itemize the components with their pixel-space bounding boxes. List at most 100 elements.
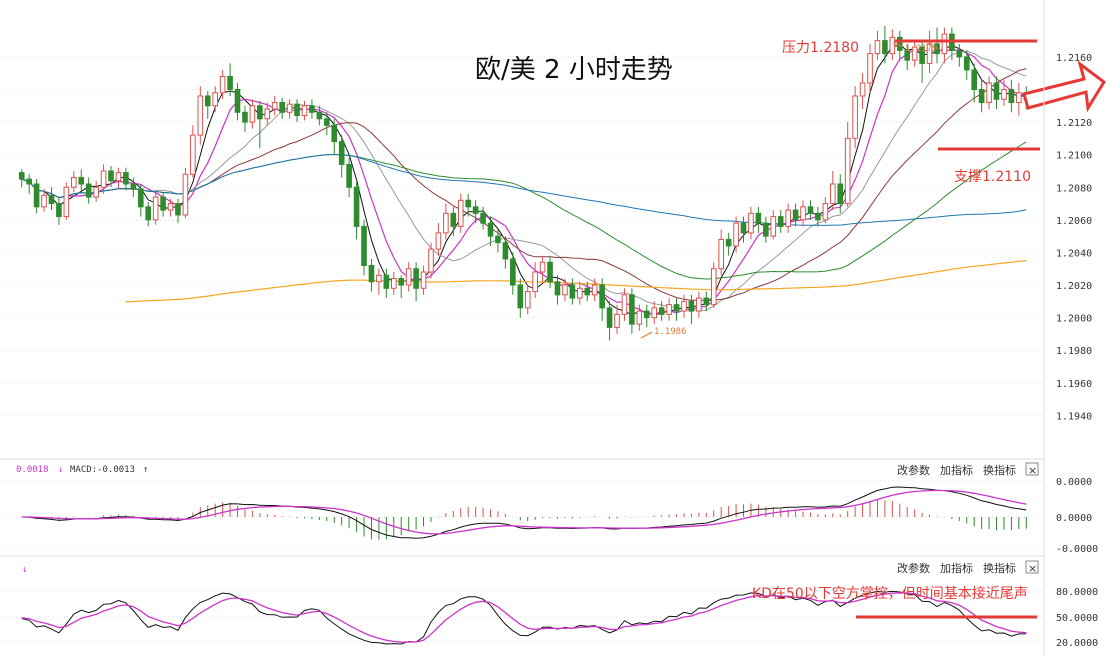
candle xyxy=(882,25,888,64)
candle xyxy=(688,294,695,325)
candle xyxy=(338,135,345,178)
candle xyxy=(562,278,568,302)
candle xyxy=(703,291,710,312)
candle xyxy=(532,262,538,299)
candle xyxy=(368,258,375,292)
candle xyxy=(227,63,233,96)
candle xyxy=(175,198,181,224)
candle xyxy=(844,122,851,207)
candle xyxy=(249,99,256,129)
kd-close-button[interactable] xyxy=(1025,560,1039,574)
candle xyxy=(577,281,583,305)
candle xyxy=(510,252,516,295)
candle xyxy=(219,69,226,100)
kd-d-line xyxy=(21,592,1027,643)
kd-switch-indicator-button[interactable]: 换指标 xyxy=(983,561,1016,575)
candle xyxy=(614,304,620,334)
macd-add-indicator-button[interactable]: 加指标 xyxy=(940,463,973,477)
candle xyxy=(413,262,419,302)
candle xyxy=(271,96,278,116)
candle xyxy=(547,255,553,289)
candle xyxy=(539,255,546,282)
trend-arrow-icon xyxy=(1022,60,1106,113)
price-tick-label: 1.1960 xyxy=(1056,379,1092,390)
candle xyxy=(428,242,434,279)
candle xyxy=(130,177,137,198)
price-tick-label: 1.2100 xyxy=(1056,151,1092,162)
candle xyxy=(294,99,300,123)
low-marker-label: 1.1986 xyxy=(654,327,687,337)
candle xyxy=(279,97,285,119)
candle xyxy=(190,125,196,178)
candle xyxy=(949,27,955,61)
candle xyxy=(651,301,658,325)
ma-blue-line xyxy=(21,153,1027,226)
candle xyxy=(755,206,762,233)
candle xyxy=(212,86,218,113)
candle xyxy=(629,288,635,334)
price-tick-label: 1.2160 xyxy=(1056,53,1092,64)
moving-average-lines xyxy=(21,44,1027,316)
candle xyxy=(777,210,784,233)
candle xyxy=(978,79,985,113)
kd-add-indicator-button[interactable]: 加指标 xyxy=(940,561,973,575)
candle xyxy=(376,268,382,295)
candle xyxy=(361,219,367,276)
candle xyxy=(800,200,806,227)
candle xyxy=(100,164,107,194)
candle xyxy=(792,203,799,227)
candle xyxy=(963,50,970,80)
candle xyxy=(443,203,449,240)
candle xyxy=(85,177,92,204)
candle xyxy=(1001,79,1007,106)
macd-close-button[interactable] xyxy=(1025,462,1039,476)
candle xyxy=(569,278,576,305)
candle xyxy=(718,229,724,276)
candle xyxy=(993,76,1000,110)
candle xyxy=(420,265,427,295)
candle xyxy=(748,206,754,240)
candle xyxy=(167,198,174,217)
candle xyxy=(956,43,963,67)
macd-label: MACD:-0.0013 xyxy=(70,465,135,475)
candle xyxy=(636,304,643,331)
macd-tick-label: -0.0000 xyxy=(1056,544,1098,555)
candle xyxy=(286,99,293,119)
candle xyxy=(331,118,338,155)
candle xyxy=(524,285,531,315)
price-grid xyxy=(0,56,1044,416)
candle xyxy=(517,278,524,318)
kd-tick-label: 50.0000 xyxy=(1056,613,1098,624)
candle xyxy=(785,203,791,233)
candle xyxy=(830,170,836,211)
macd-dea-line xyxy=(21,489,1027,535)
candle xyxy=(1008,79,1015,113)
candle xyxy=(696,291,702,318)
candle xyxy=(606,301,613,341)
support-label: 支撑1.2110 xyxy=(954,169,1031,185)
candle xyxy=(160,192,166,217)
candle xyxy=(33,179,40,214)
ma-gray-line xyxy=(21,50,1027,311)
kd-tick-label: 80.0000 xyxy=(1056,587,1098,598)
kd-params-button[interactable]: 改参数 xyxy=(897,561,930,575)
low-marker-arrow xyxy=(640,331,653,339)
candle xyxy=(770,210,777,240)
candle xyxy=(197,86,204,145)
candle xyxy=(904,43,911,70)
candle xyxy=(204,91,211,119)
candle xyxy=(733,216,739,253)
candle xyxy=(390,272,397,295)
kd-y-axis: 80.0000 50.0000 20.0000 xyxy=(1056,587,1098,649)
macd-switch-indicator-button[interactable]: 换指标 xyxy=(983,463,1016,477)
macd-params-button[interactable]: 改参数 xyxy=(897,463,930,477)
candle xyxy=(26,174,32,194)
resistance-label: 压力1.2180 xyxy=(782,40,859,56)
candle xyxy=(867,43,873,93)
candle xyxy=(487,216,494,246)
candle xyxy=(41,188,47,212)
candle xyxy=(123,167,129,191)
price-tick-label: 1.1940 xyxy=(1056,411,1092,422)
ma-black-line xyxy=(21,44,1027,316)
